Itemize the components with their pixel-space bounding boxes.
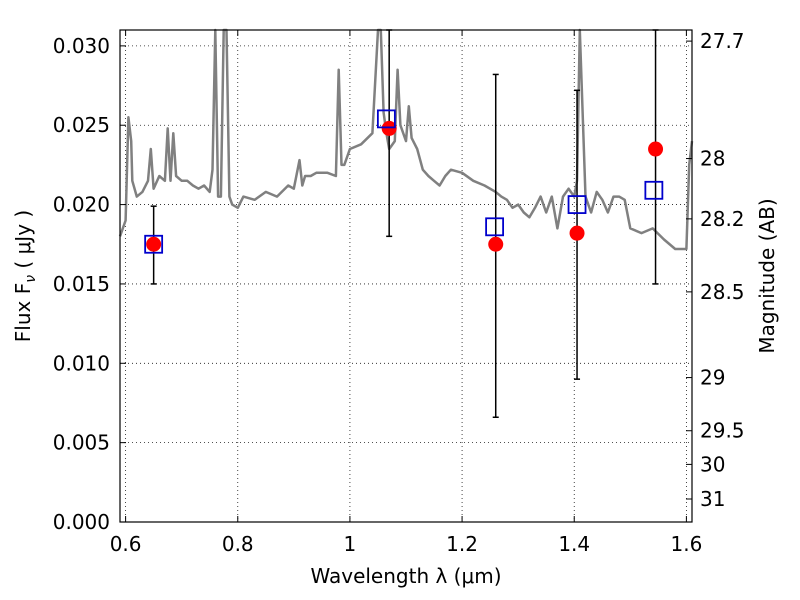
observed-point (488, 236, 504, 252)
y-tick-label: 0.010 (53, 351, 110, 375)
right-tick-label: 27.7 (700, 29, 745, 53)
y-tick-label: 0.005 (53, 431, 110, 455)
y-tick-label: 0.020 (53, 193, 110, 217)
right-axis-label: Magnitude (AB) (755, 198, 779, 353)
y-axis-label-unit: ( μJy ) (11, 210, 35, 275)
model-point (485, 217, 505, 237)
x-tick-label: 0.6 (110, 532, 142, 556)
y-tick-label: 0.025 (53, 113, 110, 137)
spectrum-line (118, 28, 694, 251)
model-spectrum (118, 28, 694, 251)
right-axis-ticks: 27.7 28 28.2 28.5 29 29.5 30 31 (686, 29, 745, 511)
right-tick-label: 28.2 (700, 207, 745, 231)
y-tick-label: 0.000 (53, 510, 110, 534)
x-tick-label: 1.4 (558, 532, 590, 556)
model-point (376, 109, 396, 129)
model-point (144, 234, 164, 254)
right-tick-label: 28 (700, 147, 725, 171)
right-tick-label: 31 (700, 487, 725, 511)
observed-point (569, 225, 585, 241)
model-point (644, 180, 664, 200)
observed-points (146, 120, 664, 252)
right-tick-label: 29 (700, 366, 725, 390)
model-point (567, 195, 587, 214)
observed-point (648, 141, 664, 157)
observed-point (381, 120, 397, 136)
y-tick-label: 0.015 (53, 272, 110, 296)
x-axis-ticks: 0.6 0.8 1 1.2 1.4 1.6 (110, 30, 702, 556)
model-points (144, 109, 664, 254)
x-tick-label: 1.2 (446, 532, 478, 556)
plot-frame (119, 29, 693, 523)
x-tick-label: 1 (344, 532, 357, 556)
x-axis-label: Wavelength λ (μm) (310, 564, 501, 588)
x-tick-label: 1.6 (670, 532, 702, 556)
y-axis-label-subscript: ν (23, 275, 39, 283)
y-axis-label: Flux Fν ( μJy ) (11, 210, 39, 342)
y-tick-label: 0.030 (53, 34, 110, 58)
grid-lines (120, 30, 692, 523)
y-axis-ticks: 0.000 0.005 0.010 0.015 0.020 0.025 0.030 (53, 34, 126, 534)
x-tick-label: 0.8 (222, 532, 254, 556)
y-axis-label-text: Flux F (11, 283, 35, 342)
right-tick-label: 29.5 (700, 419, 745, 443)
observed-point (146, 236, 162, 252)
right-tick-label: 28.5 (700, 280, 745, 304)
right-tick-label: 30 (700, 452, 725, 476)
